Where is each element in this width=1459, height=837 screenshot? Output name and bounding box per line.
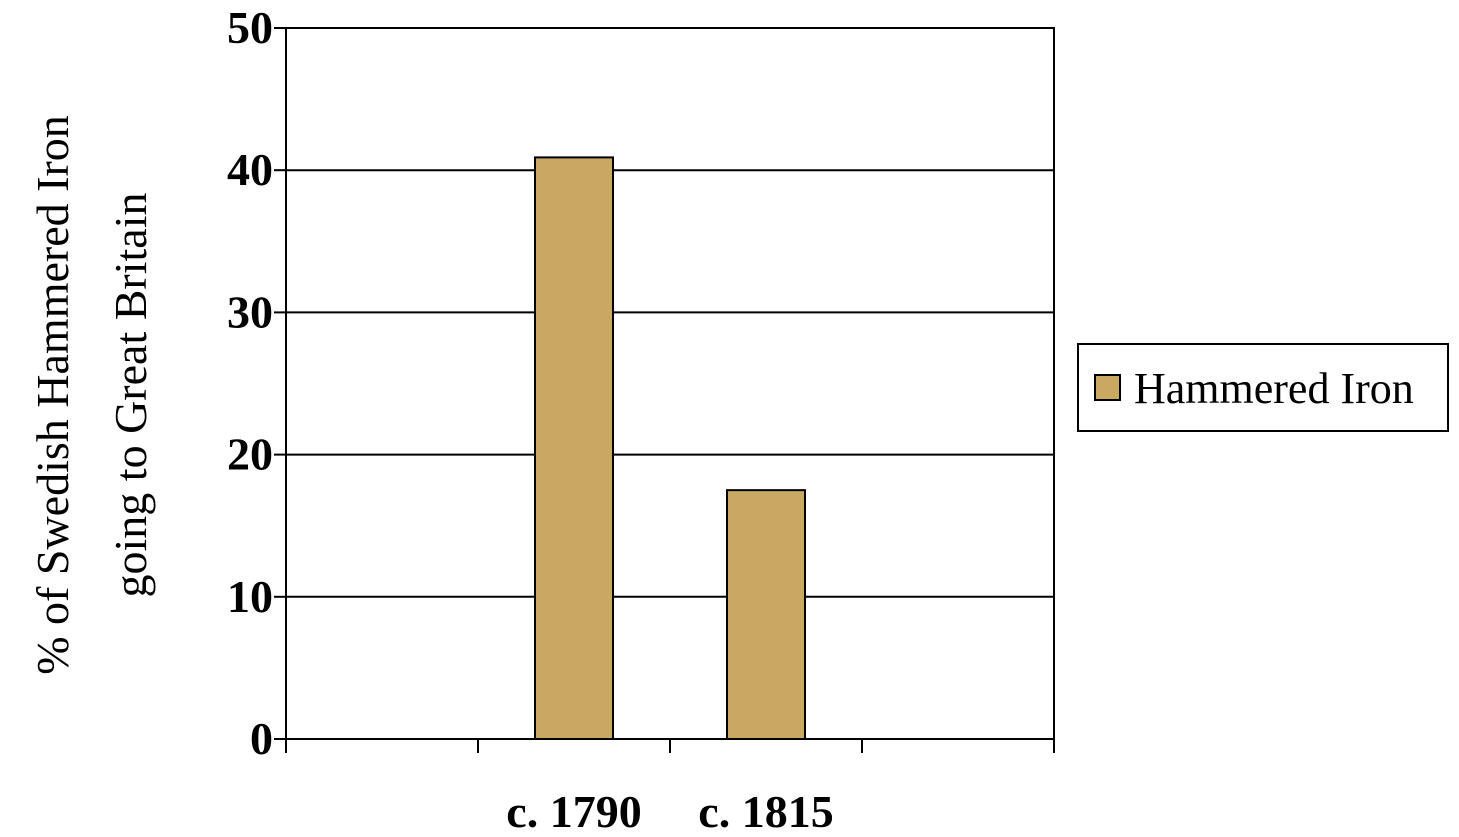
y-axis-label-line-2: going to Great Britain [105,193,156,598]
y-axis-label-line-1: % of Swedish Hammered Iron [27,115,78,675]
legend-box [1077,343,1449,432]
y-axis-label: % of Swedish Hammered Iron going to Grea… [27,115,156,675]
x-tick-label: c. 1790 [506,786,641,832]
x-tick-label: c. 1815 [698,786,833,832]
y-tick-label: 40 [227,144,273,195]
y-tick-label: 50 [227,2,273,53]
y-tick-label: 10 [227,571,273,622]
y-tick-label: 20 [227,429,273,480]
legend-swatch [1094,374,1121,401]
axes [274,27,1055,753]
bar [726,489,806,740]
bar [534,156,614,741]
legend-label: Hammered Iron [1134,364,1414,413]
y-tick-label: 30 [227,286,273,337]
x-tick-labels: c. 1790 c. 1815 [506,786,833,837]
plot-area [285,27,1055,740]
legend: Hammered Iron [1077,343,1449,432]
y-tick-labels: 0 10 20 30 40 50 [227,2,273,764]
bars [534,156,806,741]
gridlines [286,27,1054,598]
plot-frame [285,27,1055,740]
y-tick-label: 0 [250,713,273,764]
